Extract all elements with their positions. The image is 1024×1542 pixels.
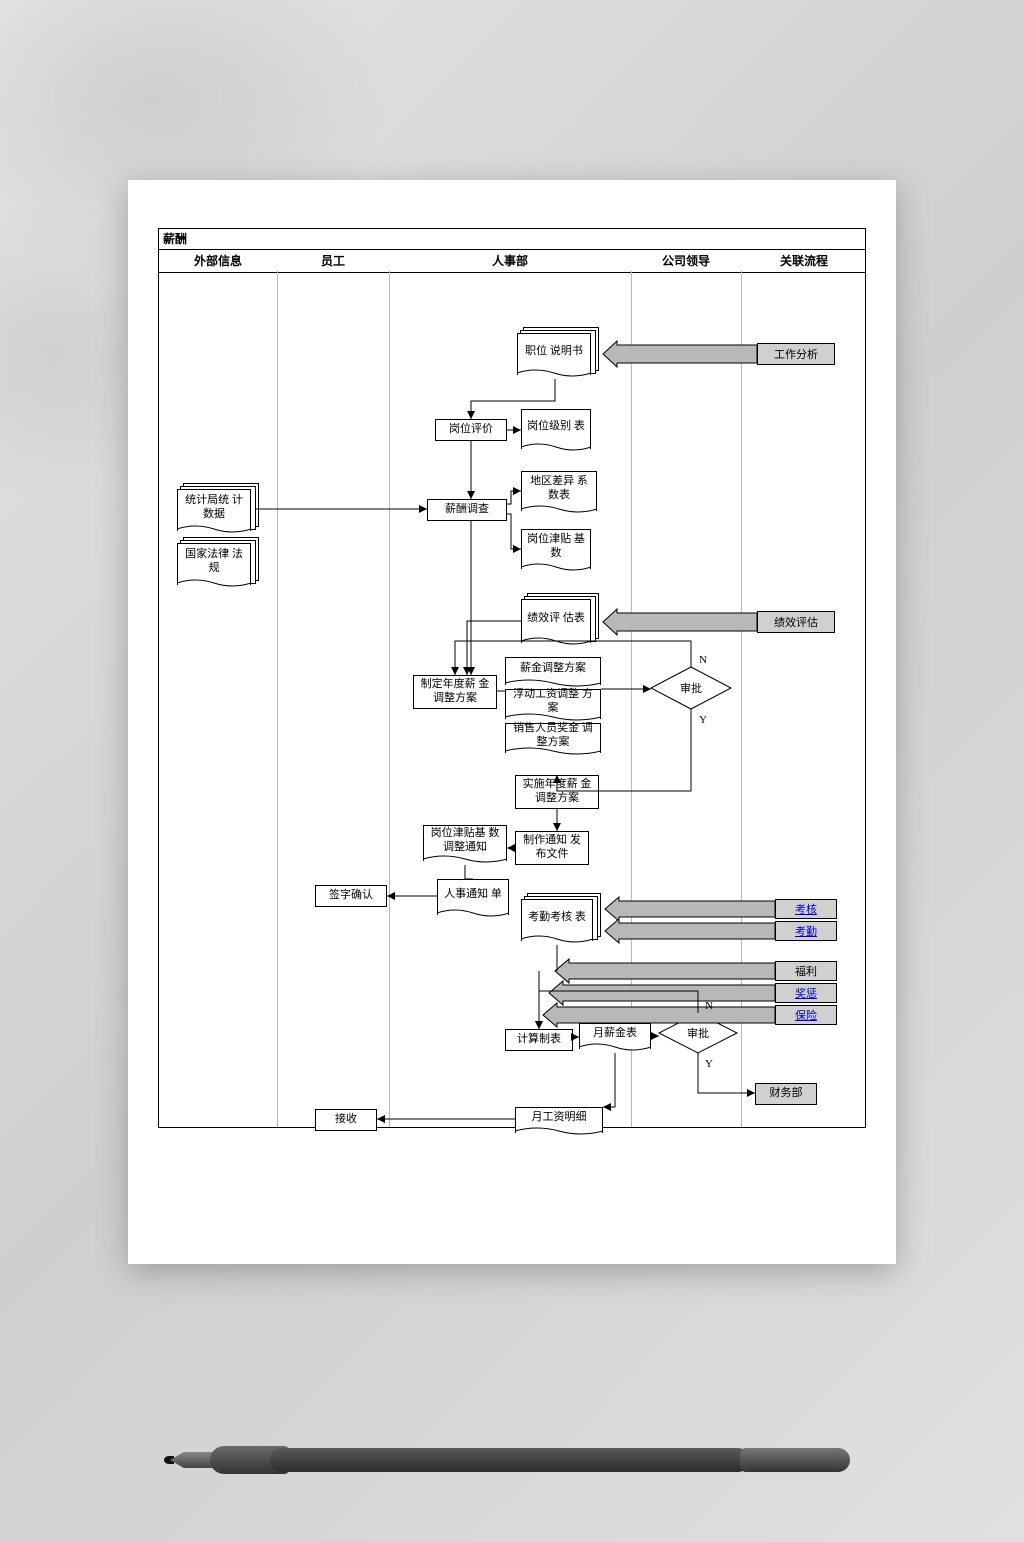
node-plan_c: 销售人员奖金 调整方案 xyxy=(505,723,601,753)
diagram-title: 薪酬 xyxy=(159,229,865,250)
node-plan_b: 浮动工资调整 方案 xyxy=(505,689,601,719)
node-job_eval: 岗位评价 xyxy=(435,419,507,441)
lane-header-row: 外部信息 员工 人事部 公司领导 关联流程 xyxy=(159,250,865,273)
lane-hdr-hr: 人事部 xyxy=(389,250,631,272)
node-receive: 接收 xyxy=(315,1109,377,1131)
lane-hdr-lead: 公司领导 xyxy=(631,250,741,272)
related-fuli: 福利 xyxy=(775,961,837,981)
related-baoxian[interactable]: 保险 xyxy=(775,1005,837,1025)
swimlane-frame: 薪酬 外部信息 员工 人事部 公司领导 关联流程 职位 说明书岗位评价岗位级别 … xyxy=(158,228,866,1128)
node-region_coef: 地区差异 系数表 xyxy=(521,471,597,511)
lane-hdr-ext: 外部信息 xyxy=(159,250,277,272)
node-allow_notice: 岗位津贴基 数调整通知 xyxy=(423,825,507,861)
node-month_sheet: 月薪金表 xyxy=(579,1023,651,1049)
related-kaohe[interactable]: 考核 xyxy=(775,899,837,919)
node-make_plan: 制定年度薪 金调整方案 xyxy=(413,675,497,709)
stage: 薪酬 外部信息 员工 人事部 公司领导 关联流程 职位 说明书岗位评价岗位级别 … xyxy=(0,0,1024,1542)
node-finance: 财务部 xyxy=(755,1083,817,1105)
node-detail: 月工资明细 xyxy=(515,1107,603,1133)
node-calc: 计算制表 xyxy=(505,1029,573,1051)
related-work_analysis: 工作分析 xyxy=(757,343,835,365)
nodes-layer: 职位 说明书岗位评价岗位级别 表薪酬调查地区差异 系数表岗位津贴 基数 统计局统 … xyxy=(159,271,865,1127)
pen-decoration xyxy=(170,1438,850,1482)
flowchart-sheet: 薪酬 外部信息 员工 人事部 公司领导 关联流程 职位 说明书岗位评价岗位级别 … xyxy=(158,228,866,1180)
node-grade_tbl: 岗位级别 表 xyxy=(521,409,591,449)
node-job_desc: 职位 说明书 xyxy=(517,333,591,375)
node-make_notice: 制作通知 发布文件 xyxy=(515,831,589,865)
related-jiangcheng[interactable]: 奖惩 xyxy=(775,983,837,1003)
node-stats: 统计局统 计数据 xyxy=(177,489,251,531)
node-implement: 实施年度薪 金调整方案 xyxy=(515,775,599,809)
lane-area: 职位 说明书岗位评价岗位级别 表薪酬调查地区差异 系数表岗位津贴 基数 统计局统 … xyxy=(159,271,865,1127)
lane-hdr-rel: 关联流程 xyxy=(741,250,867,272)
node-allowance: 岗位津贴 基数 xyxy=(521,529,591,569)
node-salary_inv: 薪酬调查 xyxy=(427,499,507,521)
lane-hdr-emp: 员工 xyxy=(277,250,389,272)
node-attend_tbl: 考勤考核 表 xyxy=(521,899,593,941)
related-perf_eval: 绩效评估 xyxy=(757,611,835,633)
related-kaoqin[interactable]: 考勤 xyxy=(775,921,837,941)
node-law: 国家法律 法规 xyxy=(177,543,251,585)
node-hr_notice: 人事通知 单 xyxy=(437,879,509,915)
node-sign: 签字确认 xyxy=(315,885,387,907)
node-plan_a: 薪金调整方案 xyxy=(505,657,601,685)
document-paper: 薪酬 外部信息 员工 人事部 公司领导 关联流程 职位 说明书岗位评价岗位级别 … xyxy=(128,180,896,1264)
node-perf_tbl: 绩效评 估表 xyxy=(521,599,591,643)
